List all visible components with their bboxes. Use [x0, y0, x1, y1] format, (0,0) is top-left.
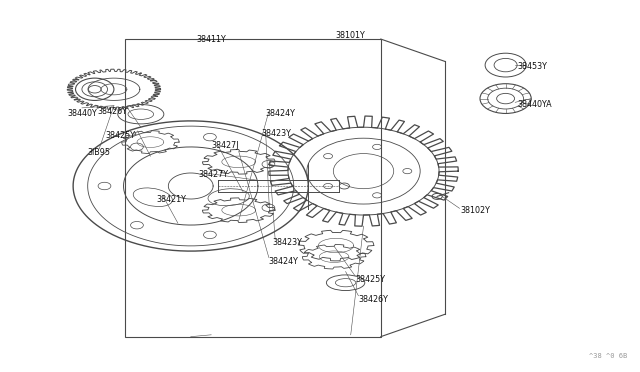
Text: 38102Y: 38102Y	[461, 206, 491, 215]
Text: ^38 ^0 6B: ^38 ^0 6B	[589, 353, 627, 359]
Text: 38427Y: 38427Y	[198, 170, 228, 179]
Bar	[125, 39, 381, 337]
Text: 38411Y: 38411Y	[196, 35, 226, 44]
Text: 38440Y: 38440Y	[67, 109, 97, 118]
Text: 3lB95: 3lB95	[88, 148, 111, 157]
Text: 38425Y: 38425Y	[355, 275, 385, 284]
Text: 38421Y: 38421Y	[157, 195, 187, 203]
Text: 38425Y: 38425Y	[106, 131, 136, 140]
Text: 38427J: 38427J	[211, 141, 239, 150]
Text: 38440YA: 38440YA	[517, 100, 552, 109]
Text: 38101Y: 38101Y	[336, 31, 365, 40]
Text: 38423Y: 38423Y	[272, 238, 302, 247]
Text: 38426Y: 38426Y	[97, 107, 127, 116]
Text: 38424Y: 38424Y	[266, 109, 296, 118]
Text: 38424Y: 38424Y	[269, 257, 299, 266]
Text: 38453Y: 38453Y	[517, 62, 547, 71]
Text: 38426Y: 38426Y	[358, 295, 388, 304]
Text: 38423Y: 38423Y	[261, 129, 291, 138]
